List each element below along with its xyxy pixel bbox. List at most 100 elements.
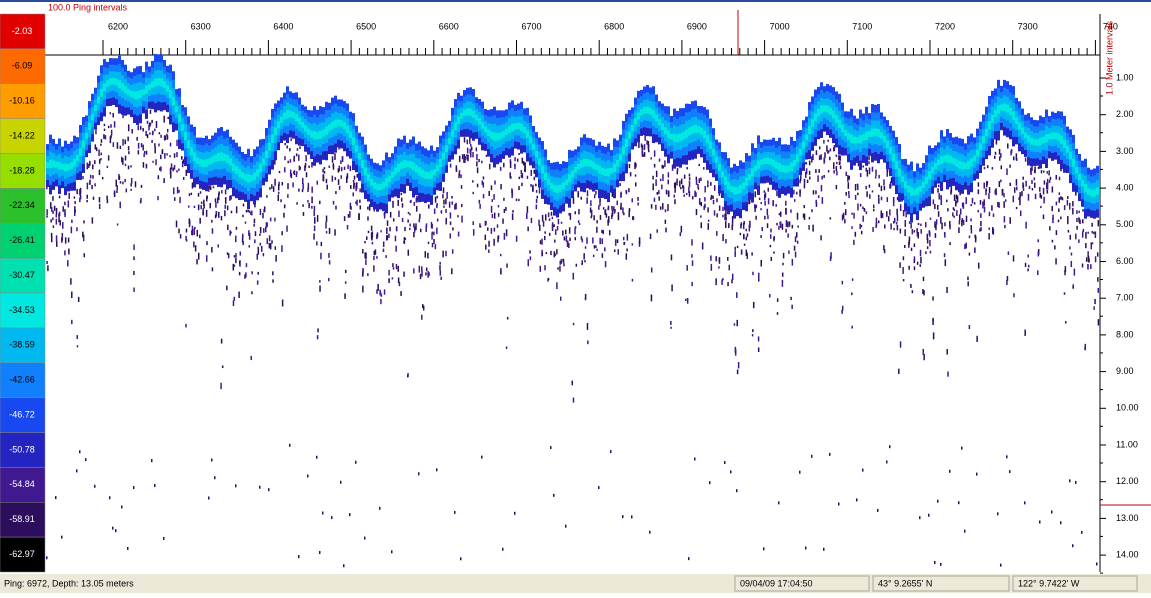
echo-speckle (1081, 263, 1084, 268)
echo-band (835, 122, 838, 132)
echo-speckle (211, 219, 213, 223)
echo-band (256, 154, 259, 163)
echo-band (205, 151, 208, 161)
echo-speckle (1019, 200, 1021, 206)
echo-speckle (268, 242, 271, 249)
echo-speckle (83, 220, 85, 224)
echo-speckle (335, 191, 337, 195)
echo-speckle (956, 195, 959, 203)
echo-band (337, 126, 340, 134)
echo-band (340, 99, 343, 108)
echo-speckle (550, 250, 552, 256)
echo-band (703, 146, 706, 156)
echo-band (928, 154, 931, 164)
echo-speckle (748, 198, 750, 205)
echo-speckle (353, 175, 356, 180)
echo-speckle (79, 195, 82, 200)
echo-band (301, 104, 304, 112)
echo-speckle (845, 171, 848, 176)
echo-band (730, 186, 733, 194)
echo-band (1087, 181, 1090, 190)
echo-speckle (563, 236, 566, 241)
scale-swatch (0, 536, 46, 573)
echo-band (493, 106, 496, 117)
echo-speckle (898, 368, 900, 374)
echo-band (238, 183, 241, 193)
echo-speckle (667, 172, 670, 178)
echo-band (958, 145, 961, 155)
echo-speckle (454, 510, 456, 514)
echo-band (358, 159, 361, 168)
echo-speckle (803, 183, 806, 189)
echo-speckle (985, 188, 987, 196)
echo-band (238, 154, 241, 163)
echo-speckle (1066, 222, 1069, 225)
echo-band (52, 167, 55, 176)
echo-band (67, 177, 70, 185)
echo-speckle (250, 355, 252, 361)
echo-speckle (433, 208, 436, 214)
echo-speckle (499, 253, 502, 257)
echo-band (85, 121, 88, 129)
echo-band (568, 174, 571, 184)
echo-speckle (1076, 225, 1078, 230)
echo-band (670, 139, 673, 147)
echo-speckle (926, 233, 929, 241)
echo-band (178, 130, 181, 141)
echo-speckle (517, 158, 519, 162)
echo-band (769, 158, 772, 166)
echo-speckle (200, 201, 203, 204)
scale-swatch (0, 362, 46, 398)
echo-band (310, 117, 313, 125)
echo-band (175, 89, 178, 96)
echo-band (487, 110, 490, 118)
echo-band (610, 156, 613, 163)
echo-band (109, 98, 112, 106)
echo-band (820, 121, 823, 131)
echo-speckle (325, 231, 328, 234)
echo-speckle (737, 362, 740, 369)
echo-speckle (145, 163, 148, 169)
echo-band (397, 155, 400, 165)
echo-speckle (202, 208, 204, 212)
echo-band (370, 178, 373, 187)
echo-speckle (884, 224, 886, 229)
echo-speckle (199, 217, 201, 224)
echo-band (529, 115, 532, 124)
echo-speckle (842, 212, 845, 219)
echo-speckle (1049, 176, 1052, 181)
echo-band (538, 137, 541, 146)
echo-speckle (460, 557, 462, 561)
echo-band (739, 192, 742, 202)
echo-band (595, 151, 598, 159)
echo-band (595, 170, 598, 178)
echo-band (481, 108, 484, 117)
echo-speckle (364, 536, 366, 540)
echo-band (838, 110, 841, 121)
echo-band (1036, 126, 1039, 134)
echo-speckle (613, 206, 615, 211)
echo-speckle (938, 193, 940, 200)
echo-speckle (851, 212, 853, 215)
echo-speckle (893, 217, 896, 223)
echo-band (646, 120, 649, 129)
echo-band (94, 122, 97, 130)
echo-band (1036, 139, 1039, 147)
echo-speckle (791, 258, 794, 266)
echo-band (568, 190, 571, 200)
echo-speckle (290, 138, 292, 141)
echo-band (745, 202, 748, 212)
echo-speckle (521, 173, 524, 179)
echo-band (715, 174, 718, 181)
echo-speckle (463, 154, 466, 159)
echo-band (634, 138, 637, 147)
echo-band (961, 138, 964, 148)
echo-band (964, 143, 967, 151)
echo-speckle (835, 184, 838, 190)
echo-speckle (1057, 219, 1060, 223)
echo-speckle (754, 191, 757, 198)
echo-band (904, 181, 907, 190)
echo-speckle (472, 151, 474, 158)
echo-band (889, 139, 892, 149)
echo-band (349, 111, 352, 120)
